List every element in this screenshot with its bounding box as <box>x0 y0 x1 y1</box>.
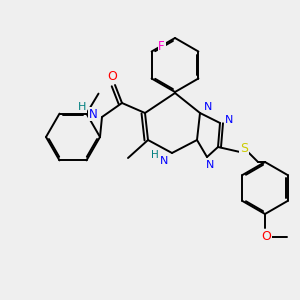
Text: H: H <box>151 150 159 160</box>
Text: O: O <box>107 70 117 83</box>
Text: F: F <box>158 40 165 53</box>
Text: N: N <box>160 156 168 166</box>
Text: N: N <box>88 107 98 121</box>
Text: S: S <box>240 142 248 154</box>
Text: N: N <box>225 115 233 125</box>
Text: O: O <box>261 230 271 244</box>
Text: N: N <box>204 102 212 112</box>
Text: H: H <box>78 102 86 112</box>
Text: N: N <box>206 160 214 170</box>
